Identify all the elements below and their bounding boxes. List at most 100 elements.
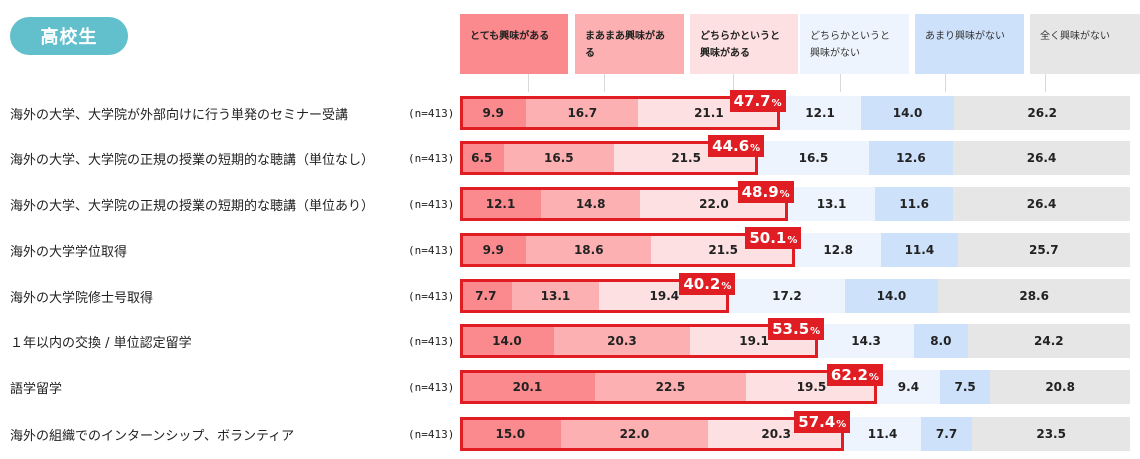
percent-sign: % (787, 235, 798, 246)
sample-size-label: (n=413) (408, 380, 455, 394)
bar-segment: 28.6 (938, 279, 1130, 313)
total-value: 53.5 (772, 320, 810, 338)
bar-segment: 7.5 (939, 370, 991, 404)
row-label: 海外の大学院修士号取得 (10, 290, 154, 306)
total-value: 50.1 (749, 229, 787, 247)
sample-size-label: (n=413) (408, 427, 455, 441)
bar-segment: 20.1 (460, 370, 595, 404)
bar-segment: 14.3 (818, 324, 915, 358)
interested-total-label: 48.9% (737, 181, 794, 203)
interested-total-label: 62.2% (826, 364, 883, 386)
percent-sign: % (868, 372, 879, 383)
bar-segment: 14.8 (541, 187, 641, 221)
stacked-bar: 20.1 22.5 19.5 9.4 7.5 20.8 (460, 370, 1130, 404)
row-label: 海外の大学、大学院が外部向けに行う単発のセミナー受講 (10, 107, 349, 123)
legend-item-2: まあまあ興味がある (575, 14, 684, 74)
legend-connector (733, 74, 734, 92)
interested-total-label: 40.2% (679, 273, 736, 295)
stacked-bar: 7.7 13.1 19.4 17.2 14.0 28.6 (460, 279, 1130, 313)
row-label: 海外の大学、大学院の正規の授業の短期的な聴講（単位なし） (10, 152, 375, 168)
stacked-bar: 9.9 18.6 21.5 12.8 11.4 25.7 (460, 233, 1130, 267)
sample-size-label: (n=413) (408, 289, 455, 303)
bar-segment: 14.0 (844, 279, 939, 313)
interested-total-label: 50.1% (745, 227, 802, 249)
stacked-bar: 14.0 20.3 19.1 14.3 8.0 24.2 (460, 324, 1130, 358)
bar-segment: 24.2 (967, 324, 1130, 358)
legend-item-5: あまり興味がない (915, 14, 1024, 74)
sample-size-label: (n=413) (408, 197, 455, 211)
stacked-bar: 15.0 22.0 20.3 11.4 7.7 23.5 (460, 417, 1130, 451)
row-label: 海外の大学、大学院の正規の授業の短期的な聴講（単位あり） (10, 198, 375, 214)
bar-segment: 18.6 (526, 233, 652, 267)
interested-total-label: 44.6% (708, 135, 765, 157)
total-value: 44.6 (712, 137, 750, 155)
bar-segment: 12.8 (795, 233, 882, 267)
sample-size-label: (n=413) (408, 151, 455, 165)
bar-segment: 13.1 (787, 187, 876, 221)
bar-segment: 9.4 (876, 370, 940, 404)
stacked-bar: 9.9 16.7 21.1 12.1 14.0 26.2 (460, 96, 1130, 130)
legend-label: 興味がない (810, 48, 860, 59)
bar-segment: 11.6 (875, 187, 954, 221)
bar-segment: 8.0 (914, 324, 968, 358)
bar-segment: 20.8 (990, 370, 1130, 404)
legend-item-4: どちらかというと 興味がない (800, 14, 909, 74)
percent-sign: % (779, 189, 790, 200)
bar-segment: 7.7 (920, 417, 973, 451)
bar-segment: 26.4 (953, 187, 1130, 221)
row-label: 海外の大学学位取得 (10, 244, 128, 260)
bar-segment: 13.1 (511, 279, 600, 313)
bar-segment: 11.4 (881, 233, 958, 267)
bar-segment: 7.7 (460, 279, 512, 313)
legend-label: どちらかというと (700, 31, 780, 42)
bar-segment: 9.9 (460, 233, 527, 267)
stacked-bar: 6.5 16.5 21.5 16.5 12.6 26.4 (460, 141, 1130, 175)
legend-connector (1045, 74, 1046, 92)
legend-label: 全く興味がない (1040, 31, 1110, 42)
bar-segment: 16.7 (526, 96, 639, 130)
legend-label: 興味がある (700, 48, 750, 59)
bar-segment: 14.0 (860, 96, 955, 130)
interested-total-label: 53.5% (768, 318, 825, 340)
group-badge: 高校生 (10, 17, 128, 55)
total-value: 48.9 (741, 183, 779, 201)
legend-connector (604, 74, 605, 92)
row-label: 語学留学 (10, 381, 63, 397)
bar-segment: 20.3 (553, 324, 691, 358)
bar-segment: 11.4 (844, 417, 921, 451)
bar-segment: 22.0 (560, 417, 709, 451)
legend-item-1: とても興味がある (460, 14, 568, 74)
percent-sign: % (836, 419, 847, 430)
sample-size-label: (n=413) (408, 106, 455, 120)
bar-segment: 26.2 (954, 96, 1130, 130)
bar-segment: 9.9 (460, 96, 527, 130)
sample-size-label: (n=413) (408, 334, 455, 348)
percent-sign: % (810, 326, 821, 337)
legend-label: どちらかというと (810, 31, 890, 42)
legend-connector (840, 74, 841, 92)
percent-sign: % (771, 98, 782, 109)
bar-segment: 23.5 (972, 417, 1130, 451)
legend-label: まあまあ興味がある (585, 31, 665, 59)
bar-segment: 15.0 (460, 417, 561, 451)
bar-segment: 22.5 (594, 370, 746, 404)
bar-segment: 26.4 (953, 141, 1130, 175)
bar-segment: 16.5 (758, 141, 869, 175)
bar-segment: 19.1 (690, 324, 819, 358)
total-value: 40.2 (683, 275, 721, 293)
stacked-bar: 12.1 14.8 22.0 13.1 11.6 26.4 (460, 187, 1130, 221)
legend-label: とても興味がある (470, 31, 550, 42)
total-value: 57.4 (798, 413, 836, 431)
legend-item-6: 全く興味がない (1030, 14, 1140, 74)
total-value: 47.7 (733, 92, 771, 110)
legend-connector (945, 74, 946, 92)
bar-segment: 12.6 (868, 141, 954, 175)
legend-item-3: どちらかというと 興味がある (690, 14, 798, 74)
legend-label: あまり興味がない (925, 31, 1005, 42)
bar-segment: 12.1 (779, 96, 861, 130)
bar-segment: 6.5 (460, 141, 504, 175)
interested-total-label: 47.7% (729, 90, 786, 112)
bar-segment: 14.0 (460, 324, 554, 358)
bar-segment: 16.5 (503, 141, 615, 175)
row-label: １年以内の交換 / 単位認定留学 (10, 335, 192, 351)
